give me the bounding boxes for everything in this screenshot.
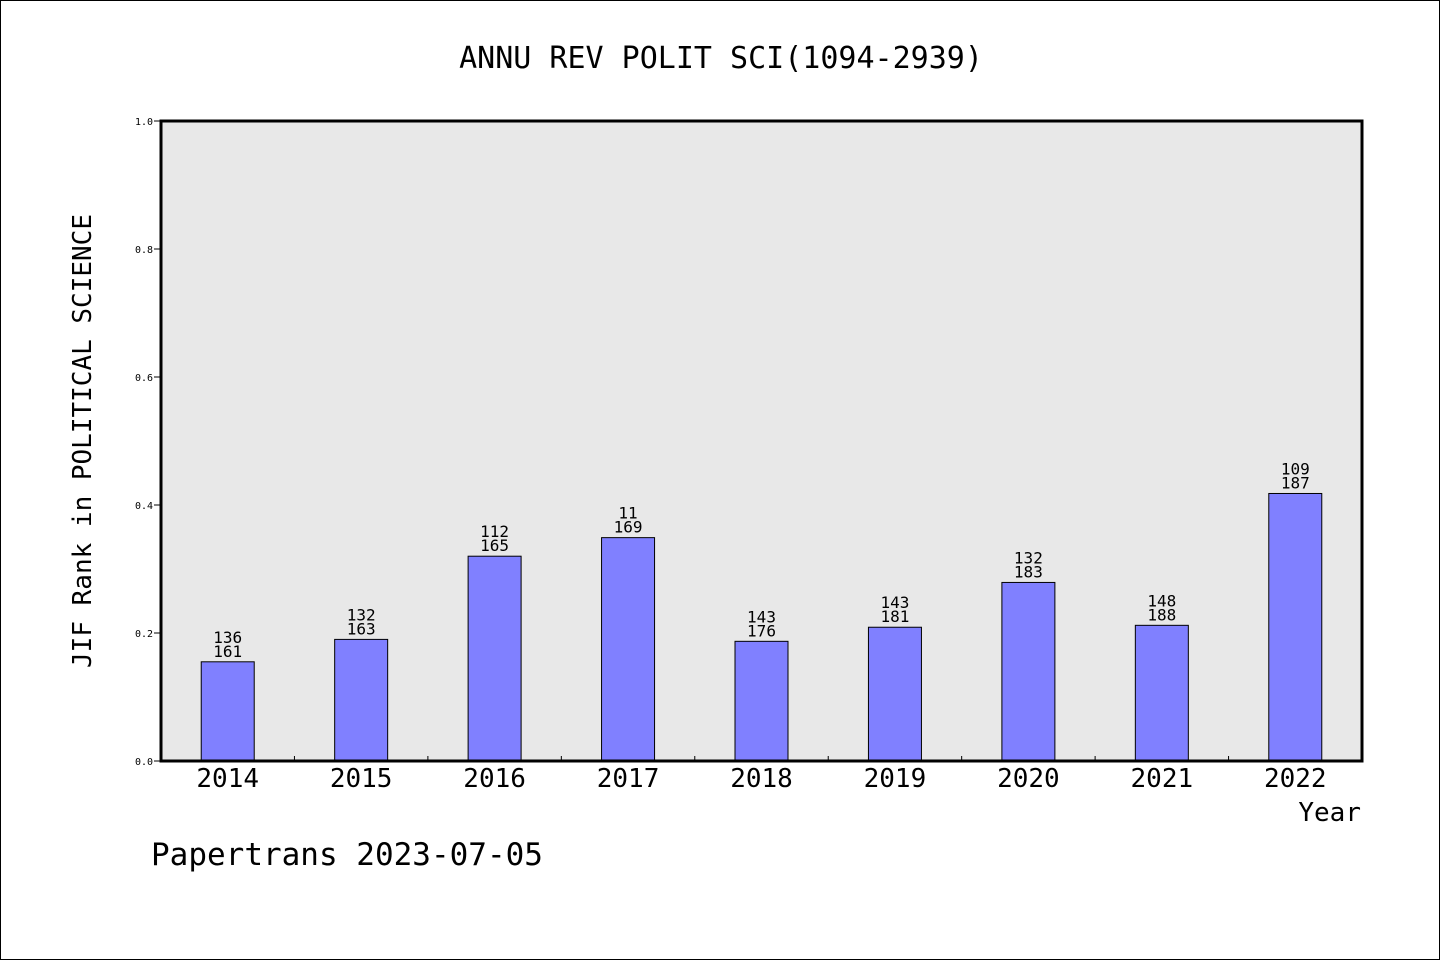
bar-label-top: 109: [1281, 459, 1310, 478]
bar-label-top: 148: [1147, 591, 1176, 610]
y-axis: 0.0 0.2 0.4 0.6 0.8 1.0: [135, 117, 161, 768]
bar-label-bottom: 161: [213, 642, 242, 661]
bar-label-bottom: 181: [880, 607, 909, 626]
bar: [200, 661, 255, 762]
x-axis-label: Year: [1298, 798, 1361, 828]
bar-label-bottom: 176: [747, 621, 776, 640]
x-tick-label: 2021: [1131, 764, 1194, 794]
y-tick-label: 0.2: [135, 629, 153, 640]
chart-title: ANNU REV POLIT SCI(1094-2939): [459, 41, 983, 76]
bar-labels-group: 1361611321631121651116914317614318113218…: [213, 459, 1309, 660]
y-tick-label: 0.4: [135, 501, 153, 512]
y-axis-label: JIF Rank in POLITICAL SCIENCE: [68, 214, 98, 668]
x-tick-label: 2016: [463, 764, 526, 794]
bars-group: [200, 492, 1323, 762]
bar-label-bottom: 187: [1281, 473, 1310, 492]
bar: [601, 537, 656, 762]
bar-label-bottom: 188: [1147, 605, 1176, 624]
x-tick-label: 2020: [997, 764, 1060, 794]
bar: [1268, 492, 1323, 762]
y-tick-label: 0.8: [135, 245, 153, 256]
x-tick-label: 2022: [1264, 764, 1327, 794]
bar: [867, 626, 922, 762]
y-tick-label: 0.0: [135, 757, 153, 768]
bar: [1134, 624, 1189, 762]
bar: [734, 640, 789, 762]
bar-label-top: 143: [880, 593, 909, 612]
bar-label-bottom: 165: [480, 536, 509, 555]
bar-label-top: 132: [1014, 548, 1043, 567]
bar: [467, 555, 522, 762]
bar-label-bottom: 163: [347, 619, 376, 638]
x-axis: 2014 2015 2016 2017 2018 2019 2020 2021 2022: [196, 756, 1327, 794]
bar: [334, 638, 389, 762]
y-tick-label: 0.6: [135, 373, 153, 384]
bar-label-bottom: 169: [614, 518, 643, 537]
x-tick-label: 2015: [330, 764, 393, 794]
x-tick-label: 2017: [597, 764, 660, 794]
plot-border: [159, 119, 1364, 763]
bar-label-top: 11: [618, 504, 637, 523]
x-tick-label: 2019: [864, 764, 927, 794]
x-tick-label: 2018: [730, 764, 793, 794]
bar-label-top: 132: [347, 605, 376, 624]
x-tick-label: 2014: [196, 764, 259, 794]
bar: [1001, 581, 1056, 762]
footer-credit: Papertrans 2023-07-05: [151, 837, 543, 873]
y-tick-label: 1.0: [135, 117, 153, 128]
bar-label-top: 136: [213, 628, 242, 647]
bar-label-top: 112: [480, 522, 509, 541]
bar-label-top: 143: [747, 607, 776, 626]
bar-label-bottom: 183: [1014, 562, 1043, 581]
